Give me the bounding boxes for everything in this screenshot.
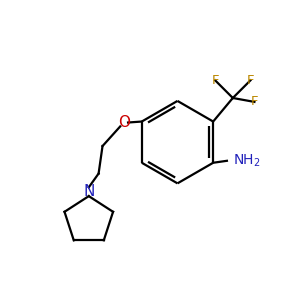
Text: N: N (83, 184, 94, 199)
Text: F: F (247, 74, 254, 87)
Text: NH$_2$: NH$_2$ (233, 153, 260, 169)
Text: F: F (212, 74, 219, 87)
Text: O: O (118, 115, 130, 130)
Text: F: F (251, 95, 258, 108)
